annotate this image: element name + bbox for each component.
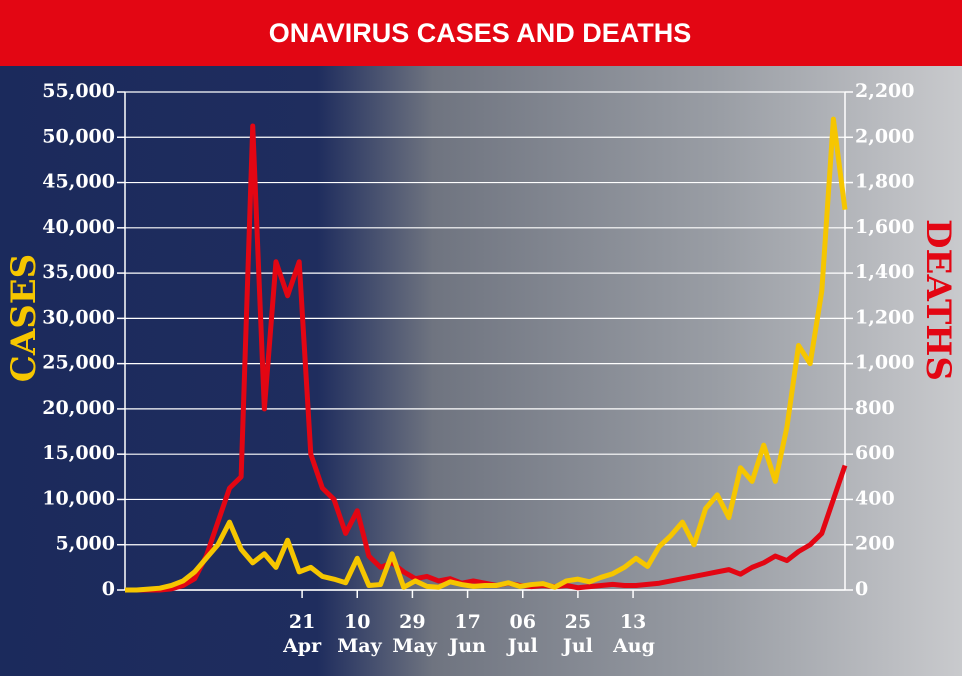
y2-tick-label: 1,200	[855, 306, 915, 328]
y-tick-label: 25,000	[42, 352, 115, 374]
y-tick-label: 45,000	[42, 171, 115, 193]
title-banner	[0, 0, 962, 66]
y2-tick-label: 1,400	[855, 261, 915, 283]
y-tick-label: 35,000	[42, 261, 115, 283]
y2-tick-label: 800	[855, 397, 895, 419]
y2-tick-label: 400	[855, 487, 895, 509]
y2-tick-label: 200	[855, 533, 895, 555]
chart-title: ONAVIRUS CASES AND DEATHS	[269, 18, 692, 48]
x-tick-label: 06 Jul	[507, 611, 538, 657]
y2-tick-label: 1,800	[855, 171, 915, 193]
y2-tick-label: 1,000	[855, 352, 915, 374]
x-tick-label: 17 Jun	[449, 611, 486, 657]
y2-tick-label: 2,000	[855, 125, 915, 147]
y2-axis-title: DEATHS	[918, 219, 958, 381]
y-tick-label: 0	[102, 578, 115, 600]
y-tick-label: 55,000	[42, 80, 115, 102]
y-tick-label: 50,000	[42, 125, 115, 147]
y-tick-label: 15,000	[42, 442, 115, 464]
x-tick-label: 29 May	[392, 611, 437, 657]
x-tick-label: 25 Jul	[562, 611, 593, 657]
y2-tick-label: 1,600	[855, 216, 915, 238]
y-tick-label: 10,000	[42, 487, 115, 509]
y-tick-label: 30,000	[42, 306, 115, 328]
y-tick-label: 20,000	[42, 397, 115, 419]
x-tick-label: 21 Apr	[283, 611, 322, 657]
y2-tick-label: 2,200	[855, 80, 915, 102]
y-axis-title: CASES	[4, 254, 44, 382]
y2-tick-label: 0	[855, 578, 868, 600]
y-tick-label: 40,000	[42, 216, 115, 238]
series-line	[125, 116, 848, 593]
y2-tick-label: 600	[855, 442, 895, 464]
x-tick-label: 13 Aug	[613, 611, 655, 657]
y-tick-label: 5,000	[56, 533, 116, 555]
x-tick-label: 10 May	[337, 611, 382, 657]
